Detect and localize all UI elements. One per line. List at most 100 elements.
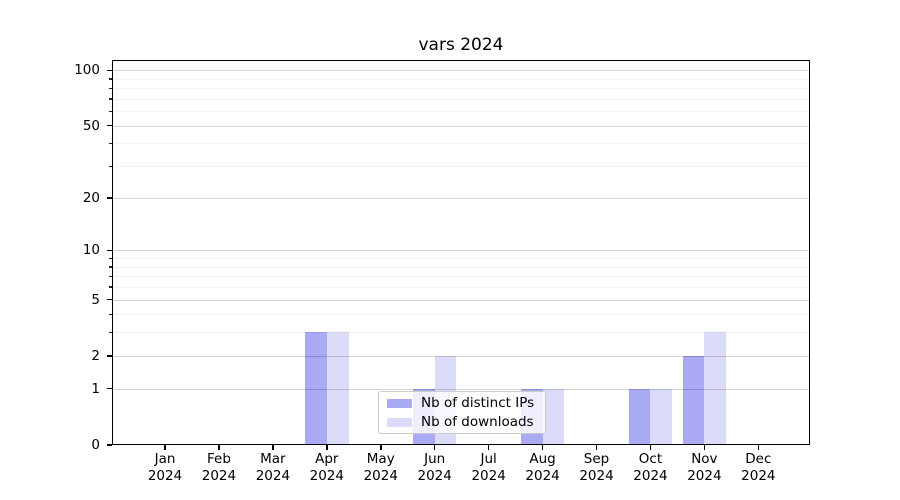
legend: Nb of distinct IPs Nb of downloads — [378, 391, 546, 434]
legend-swatch-downloads — [387, 417, 412, 427]
plot-area — [112, 60, 810, 445]
y-minor-tick-mark — [109, 78, 112, 80]
gridline-minor — [112, 111, 810, 113]
x-tick-year: 2024 — [309, 468, 344, 484]
y-minor-tick-mark — [109, 313, 112, 316]
y-tick-mark — [107, 298, 112, 301]
gridline-minor — [112, 78, 810, 80]
y-tick-mark — [107, 249, 112, 252]
x-tick-year: 2024 — [201, 468, 237, 484]
x-tick-month: Dec — [745, 451, 772, 467]
gridline-major — [112, 388, 810, 390]
x-tick-label: Jun 2024 — [400, 451, 470, 485]
x-tick-mark — [164, 445, 166, 450]
y-tick-label: 50 — [82, 117, 100, 134]
x-tick-label: Sep 2024 — [562, 451, 632, 485]
y-tick-label: 1 — [91, 380, 100, 397]
x-tick-year: 2024 — [255, 468, 291, 484]
y-minor-tick-mark — [109, 275, 112, 278]
x-tick-year: 2024 — [471, 468, 506, 484]
x-tick-mark — [380, 445, 382, 450]
x-tick-mark — [649, 445, 652, 450]
x-tick-label: Jan 2024 — [130, 451, 200, 485]
x-tick-label: Apr 2024 — [292, 451, 362, 485]
gridline-minor — [112, 286, 810, 288]
gridline-minor — [112, 276, 810, 278]
y-minor-tick-mark — [109, 331, 112, 334]
x-tick-label: Jul 2024 — [454, 451, 524, 485]
bar-downloads-oct — [650, 388, 673, 445]
bar-downloads-apr — [326, 332, 349, 445]
y-minor-tick-mark — [109, 87, 112, 90]
y-tick-mark — [107, 387, 112, 390]
legend-swatch-distinct-ips — [387, 398, 412, 408]
gridline-minor — [112, 314, 810, 316]
x-tick-month: Feb — [206, 451, 231, 467]
y-tick-mark — [107, 444, 112, 446]
x-tick-label: Mar 2024 — [238, 451, 308, 485]
x-tick-mark — [433, 445, 436, 450]
gridline-minor — [112, 98, 810, 100]
x-tick-year: 2024 — [147, 468, 183, 484]
gridline-minor — [112, 266, 810, 268]
gridline-minor — [112, 143, 810, 145]
x-tick-mark — [541, 445, 544, 450]
y-tick-mark — [107, 124, 112, 127]
legend-item-distinct-ips: Nb of distinct IPs — [387, 395, 537, 411]
y-minor-tick-mark — [109, 110, 112, 113]
x-tick-mark — [595, 445, 598, 450]
y-minor-tick-mark — [109, 142, 112, 145]
bar-distinct-ips-apr — [305, 332, 327, 445]
x-tick-month: Jul — [480, 451, 497, 467]
x-tick-mark — [757, 445, 760, 450]
y-minor-tick-mark — [109, 98, 112, 100]
x-tick-month: May — [366, 451, 395, 467]
x-tick-label: Dec 2024 — [723, 451, 793, 485]
x-tick-month: Jan — [154, 451, 176, 467]
x-tick-label: Oct 2024 — [615, 451, 685, 485]
x-tick-year: 2024 — [579, 468, 614, 484]
gridline-minor — [112, 88, 810, 90]
bar-downloads-nov — [704, 332, 727, 445]
x-tick-month: Aug — [529, 451, 556, 467]
x-tick-label: Aug 2024 — [508, 451, 578, 485]
y-tick-label: 2 — [91, 347, 100, 364]
gridline-major — [112, 299, 810, 301]
legend-item-downloads: Nb of downloads — [387, 414, 537, 430]
x-tick-year: 2024 — [687, 468, 722, 484]
x-tick-mark — [487, 445, 490, 450]
gridline-major — [112, 70, 810, 72]
x-tick-mark — [272, 445, 274, 450]
x-tick-year: 2024 — [741, 468, 776, 484]
y-tick-mark — [107, 69, 112, 71]
legend-label-distinct-ips: Nb of distinct IPs — [421, 395, 535, 411]
x-tick-month: Apr — [315, 451, 339, 467]
y-minor-tick-mark — [109, 257, 112, 260]
y-minor-tick-mark — [109, 286, 112, 288]
bar-distinct-ips-nov — [682, 355, 705, 445]
x-tick-mark — [218, 445, 220, 450]
y-tick-label: 5 — [91, 291, 100, 308]
legend-label-downloads: Nb of downloads — [421, 414, 534, 430]
x-tick-month: Sep — [583, 451, 610, 467]
gridline-minor — [112, 166, 810, 168]
gridline-minor — [112, 258, 810, 260]
x-tick-month: Jun — [424, 451, 446, 467]
x-tick-mark — [326, 445, 328, 450]
x-tick-label: May 2024 — [346, 451, 416, 485]
y-minor-tick-mark — [109, 165, 112, 168]
y-tick-mark — [107, 355, 112, 357]
y-tick-label: 100 — [74, 62, 100, 79]
x-tick-label: Nov 2024 — [669, 451, 739, 485]
x-tick-month: Oct — [638, 451, 663, 467]
y-minor-tick-mark — [109, 266, 112, 268]
x-tick-month: Nov — [691, 451, 718, 467]
x-tick-year: 2024 — [633, 468, 668, 484]
gridline-major — [112, 250, 810, 252]
gridline-major — [112, 125, 810, 127]
gridline-major — [112, 197, 810, 199]
x-tick-month: Mar — [260, 451, 286, 467]
y-tick-label: 0 — [91, 437, 100, 453]
y-tick-label: 20 — [82, 189, 100, 206]
